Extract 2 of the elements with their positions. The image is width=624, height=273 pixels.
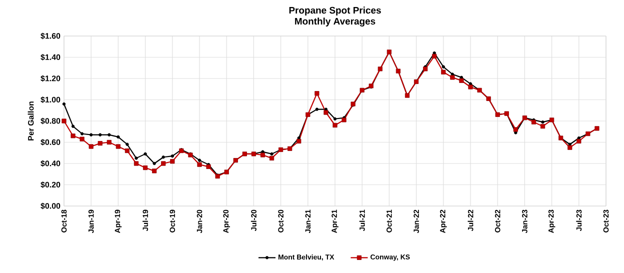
chart-subtitle: Monthly Averages [295, 18, 376, 26]
chart-title: Propane Spot Prices [289, 6, 381, 16]
